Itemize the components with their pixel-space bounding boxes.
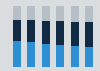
Bar <box>42 21 50 44</box>
Bar <box>42 44 50 67</box>
Bar <box>71 22 79 46</box>
Bar <box>27 6 35 20</box>
Bar <box>13 20 21 41</box>
Bar <box>13 41 21 67</box>
Bar <box>56 6 64 21</box>
Bar <box>56 21 64 45</box>
Bar <box>27 42 35 67</box>
Bar <box>71 46 79 67</box>
Bar <box>85 22 93 47</box>
Bar <box>56 45 64 67</box>
Bar <box>42 6 50 21</box>
Bar <box>71 6 79 22</box>
Bar <box>85 6 93 22</box>
Bar <box>85 47 93 67</box>
Bar <box>27 20 35 42</box>
Bar <box>13 6 21 20</box>
